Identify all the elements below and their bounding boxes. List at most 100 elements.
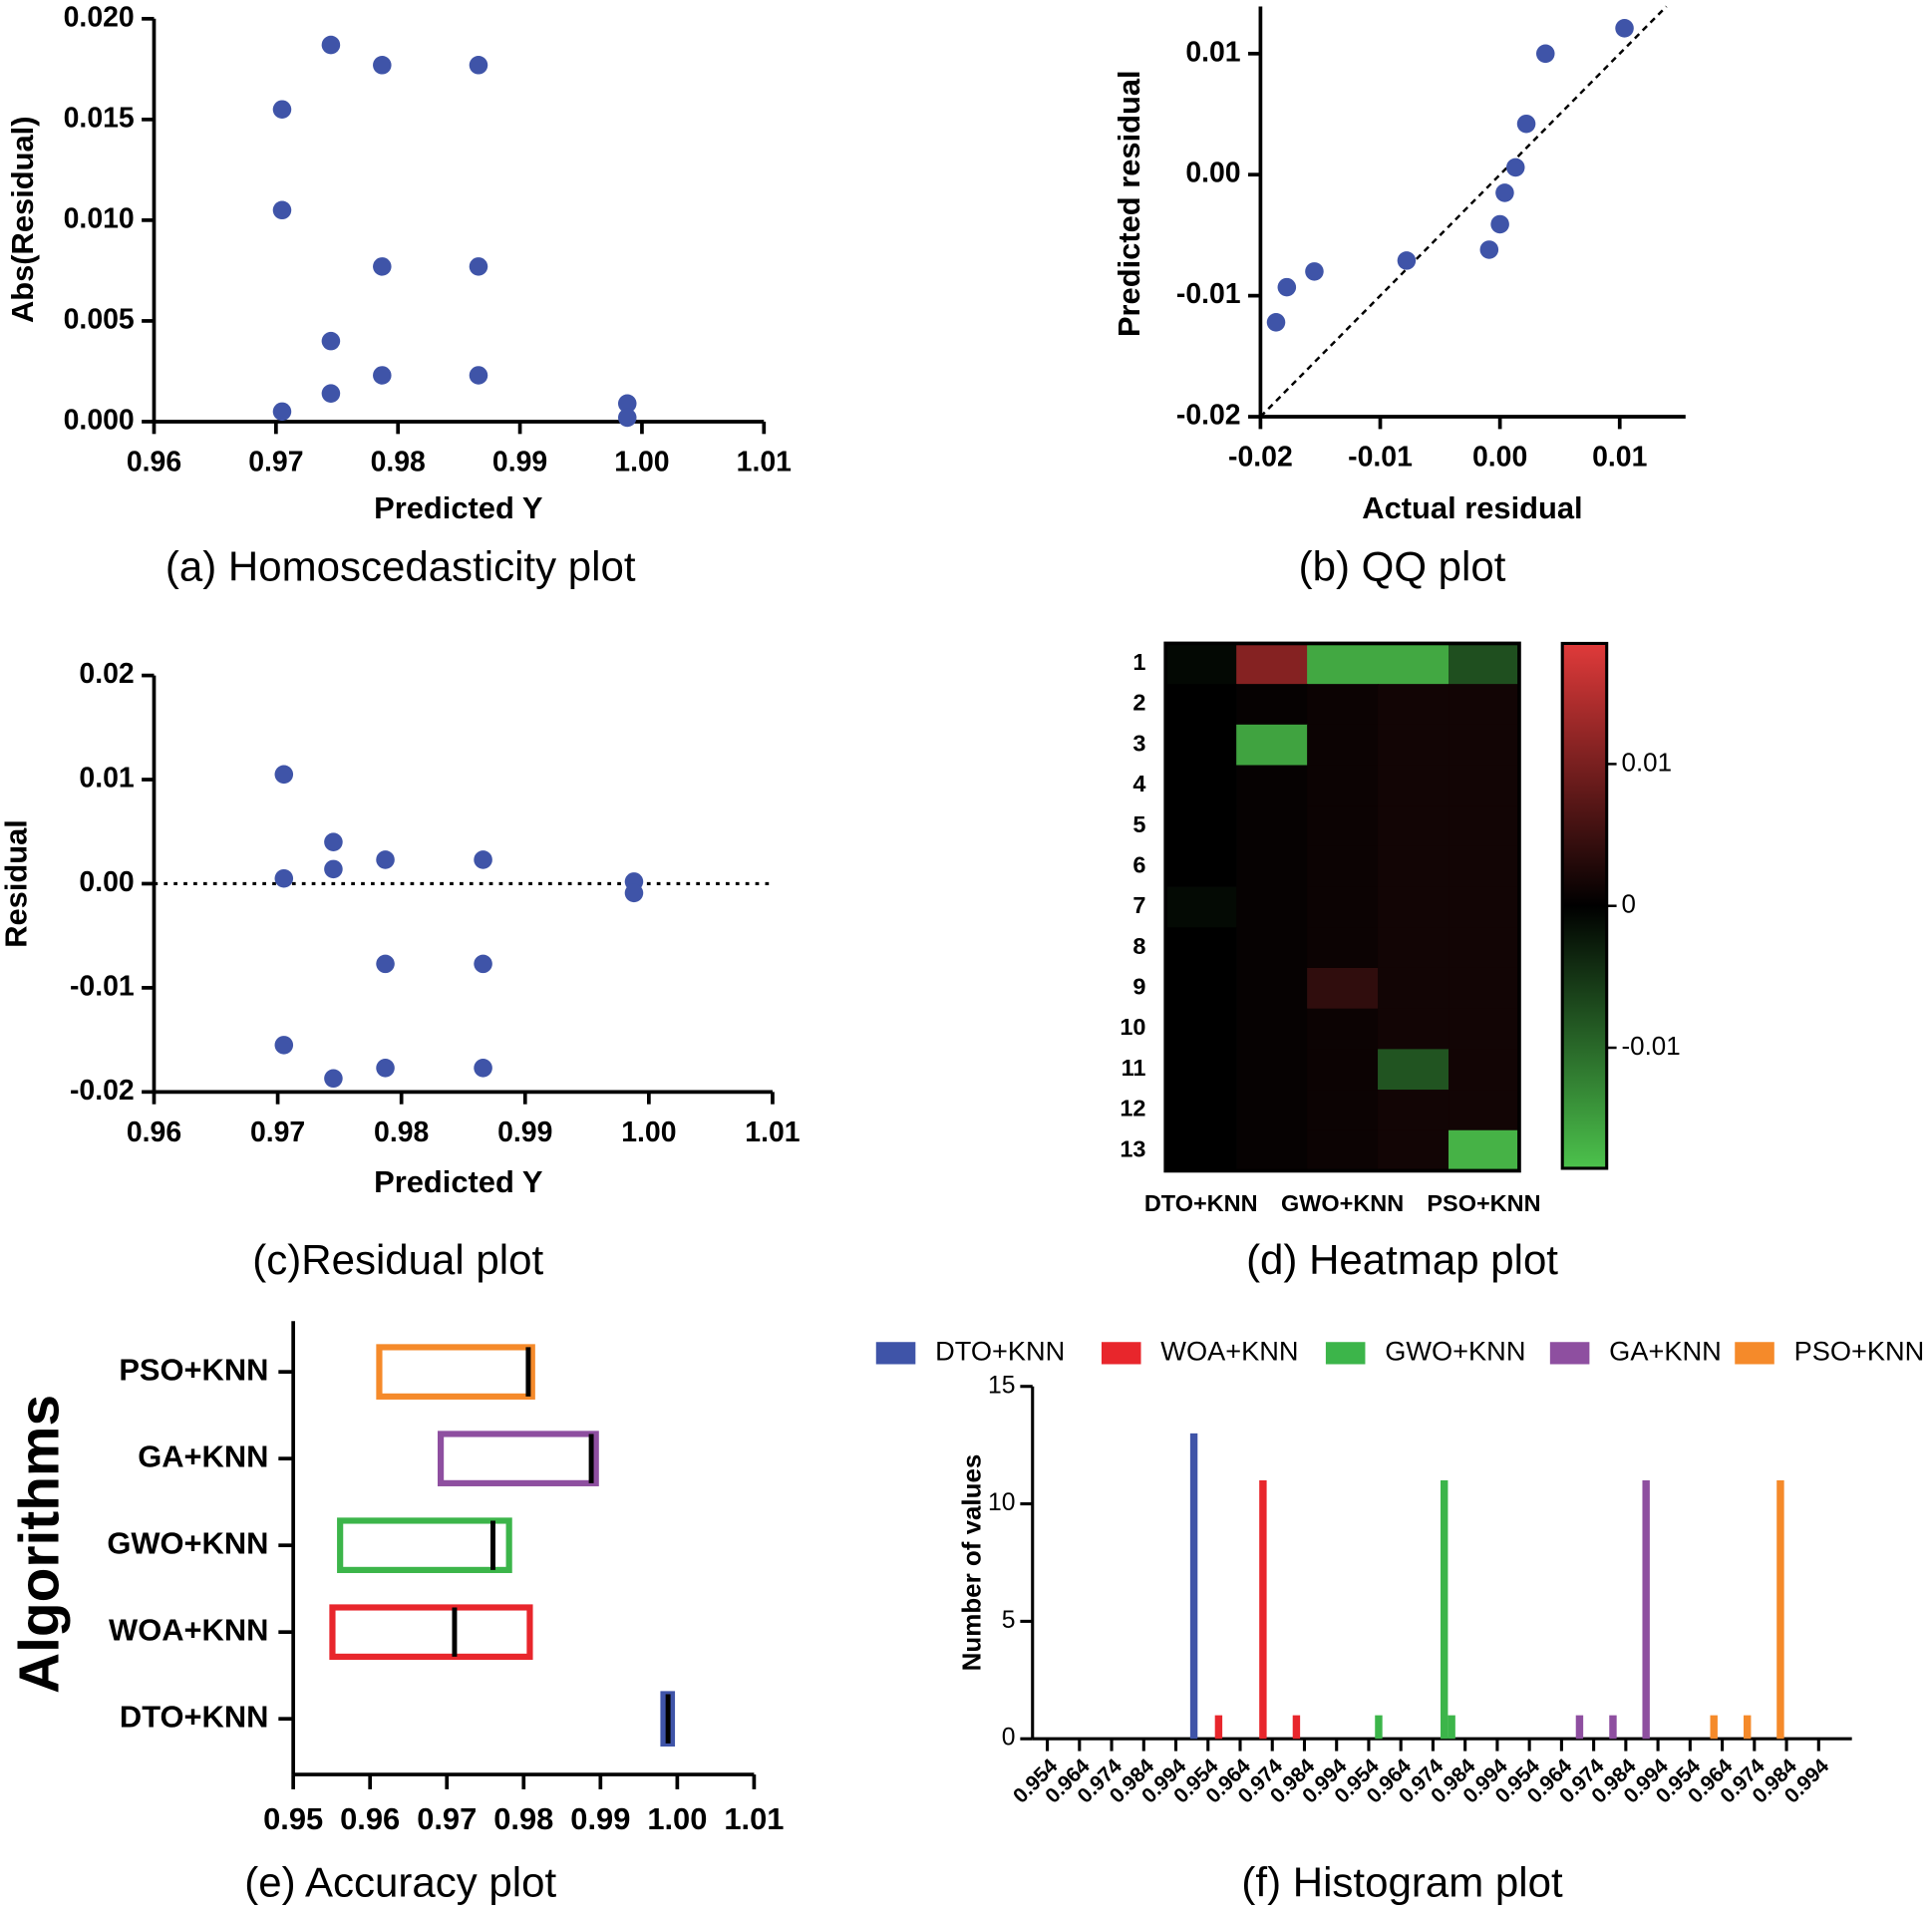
heatmap-cell: [1307, 1008, 1379, 1050]
heatmap-cell: [1378, 643, 1449, 685]
point: [373, 257, 392, 276]
range-box: [337, 1517, 512, 1573]
heatmap-cell: [1165, 1090, 1237, 1131]
point: [373, 366, 392, 385]
x-tick-label: 1.01: [737, 446, 792, 478]
bar: [1214, 1715, 1223, 1740]
bar: [1575, 1715, 1584, 1740]
y-tick-label: -0.02: [70, 1075, 135, 1107]
point: [624, 883, 644, 903]
x-tick-label: 0.99: [492, 446, 547, 478]
x-tick-label: 1.00: [647, 1801, 707, 1836]
x-tick-label: -0.02: [1228, 442, 1293, 474]
caption: (f) Histogram plot: [1241, 1858, 1563, 1905]
point: [274, 765, 294, 785]
y-tick-label: 15: [988, 1372, 1015, 1399]
heatmap-cell: [1236, 1129, 1308, 1172]
point: [469, 56, 488, 75]
x-tick-label: 0.98: [374, 1116, 429, 1148]
y-tick-label: WOA+KNN: [109, 1612, 268, 1647]
heatmap-cell: [1307, 805, 1379, 847]
heatmap-cell: [1449, 927, 1520, 969]
y-tick-label: 0.01: [79, 763, 134, 795]
point: [376, 954, 395, 974]
heatmap-cell: [1165, 967, 1237, 1010]
x-tick-label: 1.01: [724, 1801, 784, 1836]
point: [1266, 313, 1286, 332]
heatmap-cell: [1449, 1049, 1520, 1091]
heatmap-cell: [1449, 724, 1520, 767]
row-label: 11: [1122, 1055, 1146, 1081]
bar: [1441, 1479, 1449, 1740]
point: [1615, 19, 1634, 38]
point: [1536, 44, 1555, 64]
x-tick-label: 1.00: [614, 446, 669, 478]
y-tick-label: 0.010: [64, 202, 135, 234]
heatmap-cell: [1307, 927, 1379, 969]
bar: [1292, 1715, 1301, 1740]
heatmap-cell: [1449, 967, 1520, 1010]
x-tick-label: 0.97: [417, 1801, 477, 1836]
heatmap-cell: [1165, 927, 1237, 969]
heatmap-cell: [1165, 643, 1237, 685]
x-tick-label: 0.99: [497, 1116, 552, 1148]
heatmap-cell: [1165, 1129, 1237, 1172]
y-tick-label: 0.005: [64, 303, 135, 335]
heatmap-frame: [1163, 641, 1521, 1173]
heatmap-cell: [1307, 886, 1379, 928]
y-tick-label: -0.02: [1176, 400, 1241, 432]
bar: [1189, 1433, 1198, 1740]
heatmap-cell: [1307, 684, 1379, 726]
caption: (a) Homoscedasticity plot: [165, 542, 636, 589]
row-label: 13: [1120, 1135, 1145, 1161]
heatmap-cell: [1378, 1129, 1449, 1172]
row-label: 4: [1132, 771, 1145, 797]
bar: [1448, 1715, 1455, 1740]
point: [1505, 158, 1525, 177]
point: [272, 200, 292, 220]
y-tick-label: DTO+KNN: [120, 1699, 269, 1734]
range-box: [329, 1604, 533, 1660]
heatmap-cell: [1236, 967, 1308, 1010]
x-tick-label: 0.99: [570, 1801, 630, 1836]
row-label: 1: [1132, 649, 1145, 675]
heatmap-cell: [1236, 805, 1308, 847]
y-tick-label: 0.020: [64, 1, 135, 33]
heatmap-cell: [1449, 684, 1520, 726]
heatmap-cell: [1165, 1049, 1237, 1091]
column-label: DTO+KNN: [1144, 1190, 1258, 1216]
column-label: GWO+KNN: [1281, 1190, 1404, 1216]
bar: [1744, 1715, 1752, 1740]
x-tick-label: 0.96: [340, 1801, 400, 1836]
heatmap-cell: [1449, 805, 1520, 847]
heatmap-cell: [1165, 1008, 1237, 1050]
x-axis-label: Actual residual: [1362, 490, 1582, 525]
point: [1305, 262, 1324, 281]
heatmap-cell: [1165, 805, 1237, 847]
column-label: PSO+KNN: [1427, 1190, 1540, 1216]
caption: (e) Accuracy plot: [244, 1858, 556, 1905]
row-label: 2: [1132, 690, 1145, 716]
x-tick-label: 0.98: [493, 1801, 553, 1836]
x-tick-label: 0.97: [248, 446, 303, 478]
heatmap-cell: [1449, 765, 1520, 806]
point: [272, 100, 292, 120]
point: [1397, 251, 1417, 270]
x-tick-label: 0.00: [1472, 442, 1527, 474]
heatmap-cell: [1307, 724, 1379, 767]
heatmap-cell: [1307, 1049, 1379, 1091]
point: [321, 35, 341, 55]
row-label: 6: [1132, 851, 1145, 877]
row-label: 3: [1132, 730, 1145, 756]
heatmap-cell: [1378, 805, 1449, 847]
y-axis-label: Algorithms: [8, 1395, 71, 1694]
x-tick-label: 0.96: [127, 1116, 181, 1148]
point: [376, 850, 395, 869]
range-box: [376, 1344, 535, 1400]
heatmap-cell: [1307, 1090, 1379, 1131]
heatmap-cell: [1307, 643, 1379, 685]
y-tick-label: -0.01: [70, 970, 135, 1002]
heatmap-cell: [1449, 1008, 1520, 1050]
x-tick-label: 0.97: [250, 1116, 305, 1148]
y-tick-label: 10: [988, 1489, 1015, 1516]
